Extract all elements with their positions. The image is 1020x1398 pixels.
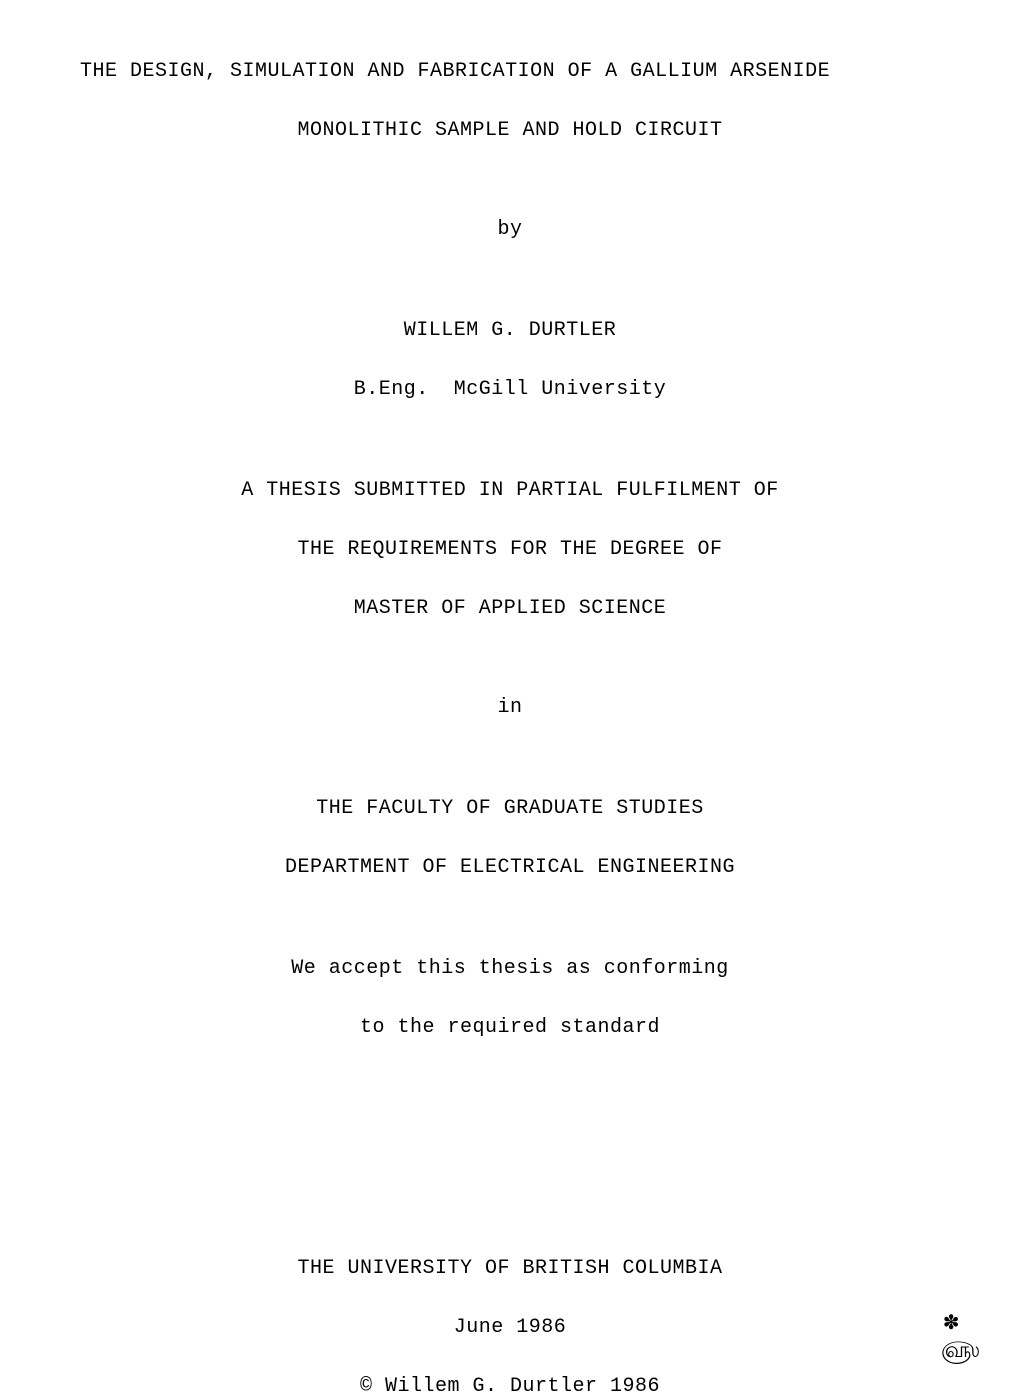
author-name: WILLEM G. DURTLER: [0, 319, 1020, 342]
university-name: THE UNIVERSITY OF BRITISH COLUMBIA: [0, 1257, 1020, 1280]
thesis-title-page: THE DESIGN, SIMULATION AND FABRICATION O…: [0, 0, 1020, 1396]
accept-line-2: to the required standard: [0, 1016, 1020, 1039]
stamp-glyph: ✽: [943, 1312, 960, 1334]
accept-line-1: We accept this thesis as conforming: [0, 957, 1020, 980]
copyright-line: © Willem G. Durtler 1986: [0, 1375, 1020, 1398]
title-line-1: THE DESIGN, SIMULATION AND FABRICATION O…: [0, 60, 1020, 83]
prior-degree: B.Eng. McGill University: [0, 378, 1020, 401]
thesis-date: June 1986: [0, 1316, 1020, 1339]
corner-stamp: ✽ ௵: [923, 1310, 980, 1366]
submission-line-2: THE REQUIREMENTS FOR THE DEGREE OF: [0, 538, 1020, 561]
stamp-squiggle: ௵: [941, 1337, 980, 1366]
faculty-line-1: THE FACULTY OF GRADUATE STUDIES: [0, 797, 1020, 820]
by-label: by: [0, 218, 1020, 241]
submission-line-1: A THESIS SUBMITTED IN PARTIAL FULFILMENT…: [0, 479, 1020, 502]
in-label: in: [0, 696, 1020, 719]
title-line-2: MONOLITHIC SAMPLE AND HOLD CIRCUIT: [0, 119, 1020, 142]
submission-line-3: MASTER OF APPLIED SCIENCE: [0, 597, 1020, 620]
faculty-line-2: DEPARTMENT OF ELECTRICAL ENGINEERING: [0, 856, 1020, 879]
